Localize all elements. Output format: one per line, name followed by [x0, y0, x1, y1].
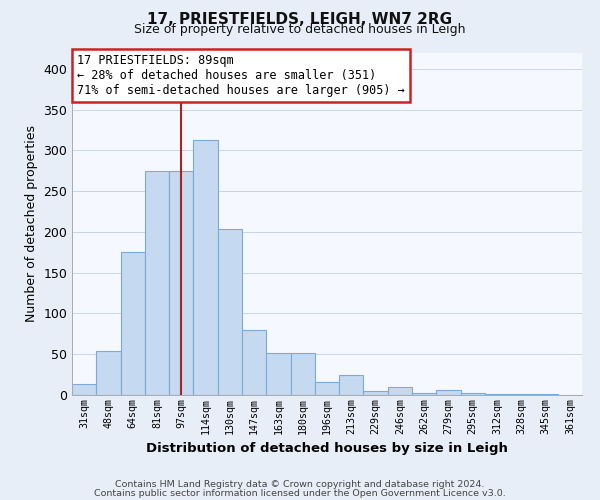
- Bar: [169, 170, 193, 395]
- Bar: [242, 330, 266, 395]
- Bar: [266, 354, 290, 395]
- Bar: [436, 390, 461, 395]
- Bar: [461, 394, 485, 395]
- Text: Contains public sector information licensed under the Open Government Licence v3: Contains public sector information licen…: [94, 489, 506, 498]
- X-axis label: Distribution of detached houses by size in Leigh: Distribution of detached houses by size …: [146, 442, 508, 455]
- Bar: [121, 252, 145, 395]
- Text: Contains HM Land Registry data © Crown copyright and database right 2024.: Contains HM Land Registry data © Crown c…: [115, 480, 485, 489]
- Bar: [193, 140, 218, 395]
- Bar: [533, 394, 558, 395]
- Bar: [290, 354, 315, 395]
- Text: Size of property relative to detached houses in Leigh: Size of property relative to detached ho…: [134, 22, 466, 36]
- Text: 17, PRIESTFIELDS, LEIGH, WN7 2RG: 17, PRIESTFIELDS, LEIGH, WN7 2RG: [148, 12, 452, 28]
- Bar: [96, 351, 121, 395]
- Bar: [218, 228, 242, 395]
- Text: 17 PRIESTFIELDS: 89sqm
← 28% of detached houses are smaller (351)
71% of semi-de: 17 PRIESTFIELDS: 89sqm ← 28% of detached…: [77, 54, 405, 97]
- Bar: [509, 394, 533, 395]
- Bar: [388, 387, 412, 395]
- Bar: [364, 391, 388, 395]
- Bar: [72, 384, 96, 395]
- Bar: [485, 394, 509, 395]
- Y-axis label: Number of detached properties: Number of detached properties: [25, 125, 38, 322]
- Bar: [145, 170, 169, 395]
- Bar: [339, 374, 364, 395]
- Bar: [315, 382, 339, 395]
- Bar: [412, 394, 436, 395]
